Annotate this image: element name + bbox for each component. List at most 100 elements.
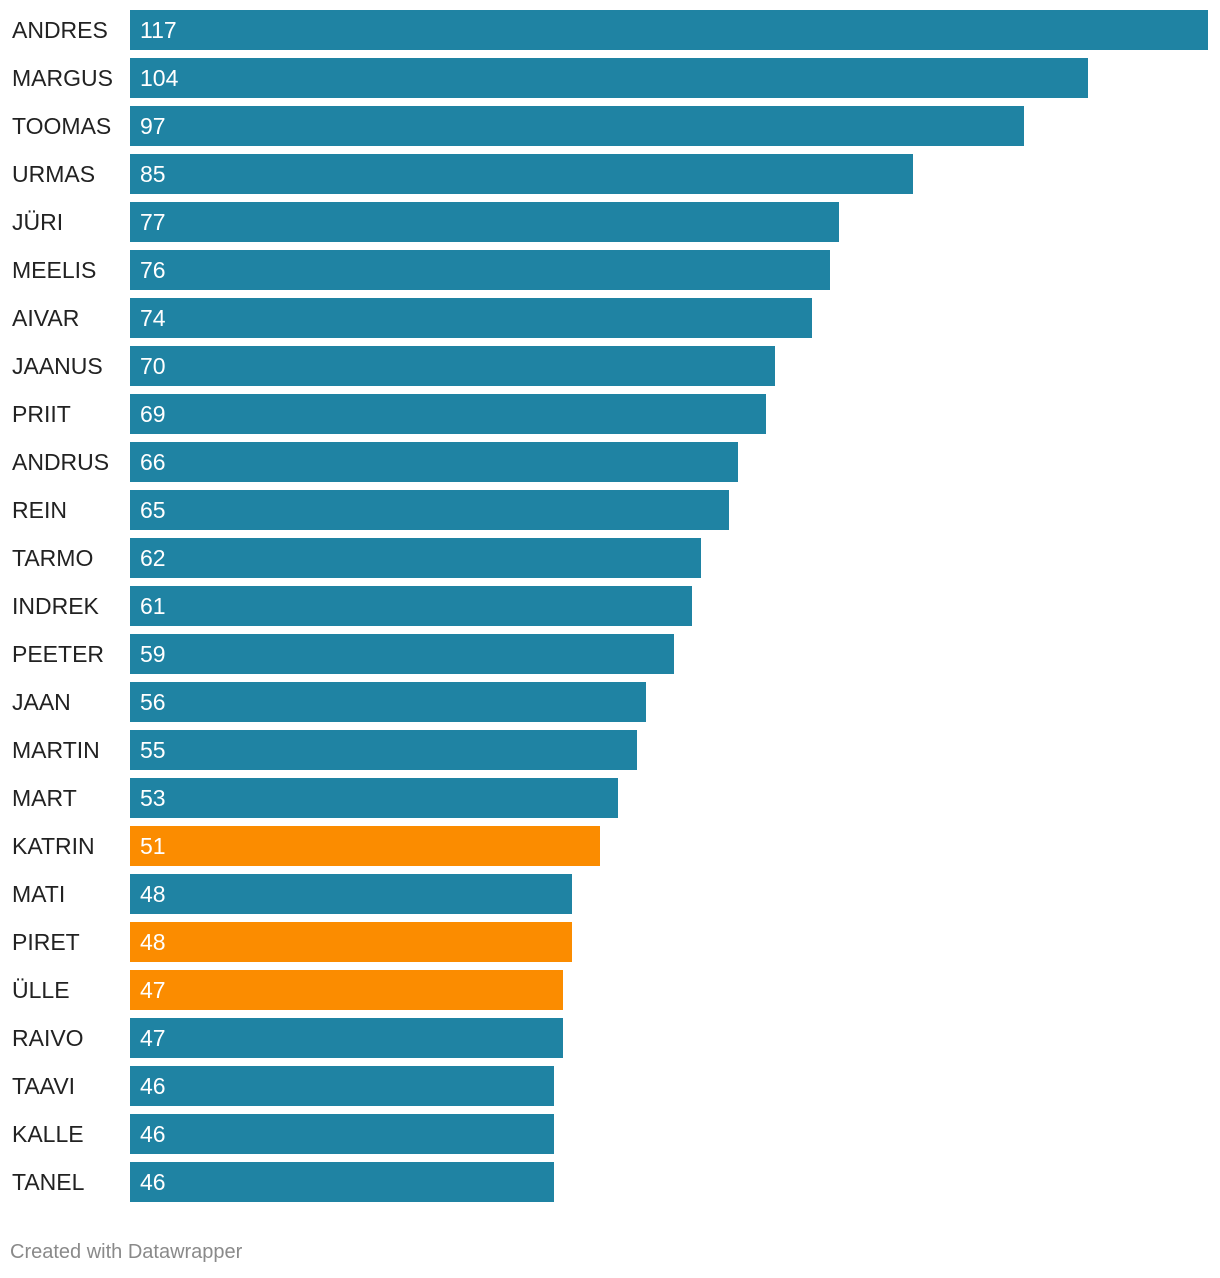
bar-toomas xyxy=(130,106,1024,146)
category-label-juri: JÜRI xyxy=(12,209,63,235)
category-label-priit: PRIIT xyxy=(12,401,71,427)
bar-raivo xyxy=(130,1018,563,1058)
category-label-raivo: RAIVO xyxy=(12,1025,84,1051)
bar-row-jaan: JAAN 56 xyxy=(12,682,646,722)
datawrapper-credit: Created with Datawrapper xyxy=(10,1241,243,1263)
bar-row-peeter: PEETER 59 xyxy=(12,634,674,674)
value-label-taavi: 46 xyxy=(140,1073,166,1099)
bar-aivar xyxy=(130,298,812,338)
bar-row-raivo: RAIVO 47 xyxy=(12,1018,563,1058)
bar-row-meelis: MEELIS 76 xyxy=(12,250,830,290)
bar-row-priit: PRIIT 69 xyxy=(12,394,766,434)
bar-row-mati: MATI 48 xyxy=(12,874,572,914)
bar-row-katrin: KATRIN 51 xyxy=(12,826,600,866)
bar-meelis xyxy=(130,250,830,290)
bar-rein xyxy=(130,490,729,530)
value-label-kalle: 46 xyxy=(140,1121,166,1147)
bar-row-rein: REIN 65 xyxy=(12,490,729,530)
category-label-andrus: ANDRUS xyxy=(12,449,109,475)
category-label-meelis: MEELIS xyxy=(12,257,96,283)
bar-row-indrek: INDREK 61 xyxy=(12,586,692,626)
bar-tanel xyxy=(130,1162,554,1202)
value-label-meelis: 76 xyxy=(140,257,166,283)
bar-row-piret: PIRET 48 xyxy=(12,922,572,962)
value-label-aivar: 74 xyxy=(140,305,166,331)
category-label-katrin: KATRIN xyxy=(12,833,95,859)
bar-row-andrus: ANDRUS 66 xyxy=(12,442,738,482)
value-label-margus: 104 xyxy=(140,65,179,91)
bar-row-juri: JÜRI 77 xyxy=(12,202,839,242)
value-label-peeter: 59 xyxy=(140,641,166,667)
bar-jaanus xyxy=(130,346,775,386)
value-label-indrek: 61 xyxy=(140,593,166,619)
bar-row-aivar: AIVAR 74 xyxy=(12,298,812,338)
value-label-urmas: 85 xyxy=(140,161,166,187)
bar-row-mart: MART 53 xyxy=(12,778,618,818)
value-label-priit: 69 xyxy=(140,401,166,427)
bar-kalle xyxy=(130,1114,554,1154)
category-label-kalle: KALLE xyxy=(12,1121,84,1147)
bar-mart xyxy=(130,778,618,818)
value-label-tarmo: 62 xyxy=(140,545,166,571)
bar-juri xyxy=(130,202,839,242)
category-label-andres: ANDRES xyxy=(12,17,108,43)
value-label-piret: 48 xyxy=(140,929,166,955)
value-label-andrus: 66 xyxy=(140,449,166,475)
category-label-jaan: JAAN xyxy=(12,689,71,715)
category-label-aivar: AIVAR xyxy=(12,305,79,331)
bar-indrek xyxy=(130,586,692,626)
bar-piret xyxy=(130,922,572,962)
category-label-tanel: TANEL xyxy=(12,1169,85,1195)
value-label-raivo: 47 xyxy=(140,1025,166,1051)
value-label-juri: 77 xyxy=(140,209,166,235)
bar-row-margus: MARGUS 104 xyxy=(12,58,1088,98)
category-label-tarmo: TARMO xyxy=(12,545,93,571)
bar-row-urmas: URMAS 85 xyxy=(12,154,913,194)
category-label-mart: MART xyxy=(12,785,77,811)
category-label-urmas: URMAS xyxy=(12,161,95,187)
value-label-tanel: 46 xyxy=(140,1169,166,1195)
value-label-andres: 117 xyxy=(140,17,177,43)
value-label-mart: 53 xyxy=(140,785,166,811)
bar-andrus xyxy=(130,442,738,482)
bar-row-toomas: TOOMAS 97 xyxy=(12,106,1024,146)
bar-peeter xyxy=(130,634,674,674)
value-label-ulle: 47 xyxy=(140,977,166,1003)
value-label-rein: 65 xyxy=(140,497,166,523)
category-label-jaanus: JAANUS xyxy=(12,353,103,379)
value-label-mati: 48 xyxy=(140,881,166,907)
category-label-martin: MARTIN xyxy=(12,737,100,763)
bar-chart: ANDRES 117 MARGUS 104 TOOMAS 97 URMAS 85 JÜRI 77 M… xyxy=(12,10,1208,1202)
bar-row-andres: ANDRES 117 xyxy=(12,10,1208,50)
bar-andres xyxy=(130,10,1208,50)
category-label-piret: PIRET xyxy=(12,929,80,955)
bar-row-tanel: TANEL 46 xyxy=(12,1162,554,1202)
bar-row-tarmo: TARMO 62 xyxy=(12,538,701,578)
category-label-rein: REIN xyxy=(12,497,67,523)
category-label-taavi: TAAVI xyxy=(12,1073,75,1099)
bar-priit xyxy=(130,394,766,434)
bar-row-kalle: KALLE 46 xyxy=(12,1114,554,1154)
category-label-mati: MATI xyxy=(12,881,65,907)
bar-ulle xyxy=(130,970,563,1010)
bar-row-jaanus: JAANUS 70 xyxy=(12,346,775,386)
value-label-toomas: 97 xyxy=(140,113,166,139)
bar-row-taavi: TAAVI 46 xyxy=(12,1066,554,1106)
bar-tarmo xyxy=(130,538,701,578)
category-label-peeter: PEETER xyxy=(12,641,104,667)
bar-katrin xyxy=(130,826,600,866)
bar-row-martin: MARTIN 55 xyxy=(12,730,637,770)
value-label-martin: 55 xyxy=(140,737,166,763)
value-label-jaan: 56 xyxy=(140,689,166,715)
bar-jaan xyxy=(130,682,646,722)
bar-mati xyxy=(130,874,572,914)
value-label-jaanus: 70 xyxy=(140,353,166,379)
bar-martin xyxy=(130,730,637,770)
bar-margus xyxy=(130,58,1088,98)
category-label-margus: MARGUS xyxy=(12,65,113,91)
bar-urmas xyxy=(130,154,913,194)
category-label-ulle: ÜLLE xyxy=(12,977,70,1003)
category-label-toomas: TOOMAS xyxy=(12,113,111,139)
value-label-katrin: 51 xyxy=(140,833,166,859)
bar-taavi xyxy=(130,1066,554,1106)
